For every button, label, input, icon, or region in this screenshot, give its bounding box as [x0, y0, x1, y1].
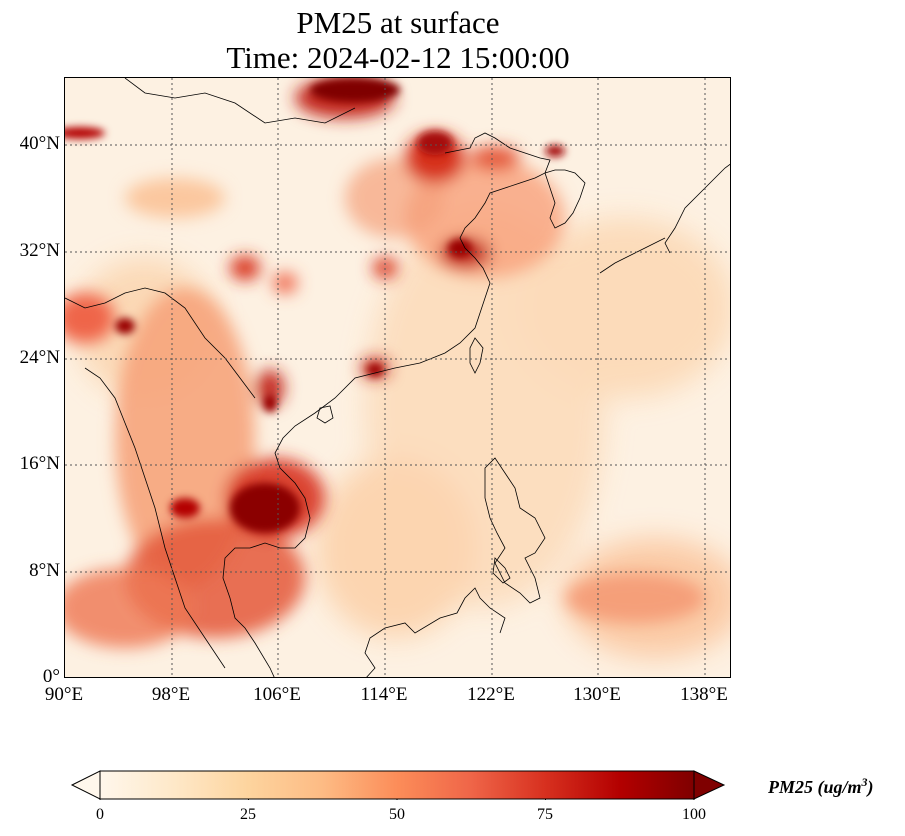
lat-tick-24n: 24°N	[19, 347, 60, 368]
lon-tick-138e: 138°E	[680, 684, 728, 705]
colorbar-max-extend	[693, 770, 726, 800]
colorbar-tick-50: 50	[389, 806, 405, 823]
colorbar-tick-100: 100	[682, 806, 706, 823]
lat-tick-40n: 40°N	[19, 133, 60, 154]
colorbar-tick-75: 75	[537, 806, 553, 823]
colorbar-tick-0: 0	[96, 806, 104, 823]
colorbar-label-sup: 3	[861, 775, 868, 789]
colorbar	[70, 770, 726, 805]
lon-tick-130e: 130°E	[573, 684, 621, 705]
coastlines	[65, 78, 730, 677]
colorbar-label-base: PM25 (ug/m	[768, 777, 862, 797]
lon-tick-90e: 90°E	[44, 684, 84, 705]
lat-tick-8n: 8°N	[29, 560, 60, 581]
lon-tick-98e: 98°E	[151, 684, 191, 705]
lon-tick-114e: 114°E	[360, 684, 408, 705]
lat-tick-16n: 16°N	[19, 453, 60, 474]
colorbar-gradient	[99, 770, 695, 800]
lon-tick-122e: 122°E	[467, 684, 515, 705]
lat-tick-32n: 32°N	[19, 240, 60, 261]
map-subtitle: Time: 2024-02-12 15:00:00	[226, 40, 570, 75]
colorbar-label: PM25 (ug/m3)	[768, 775, 874, 798]
colorbar-label-close: )	[867, 777, 874, 797]
colorbar-min-extend	[70, 770, 101, 800]
hotspots	[65, 78, 565, 533]
lat-tick-0: 0°	[42, 666, 60, 687]
pm25-field	[65, 78, 730, 677]
ocean-haze	[75, 208, 730, 658]
colorbar-tick-25: 25	[240, 806, 256, 823]
map-title: PM25 at surface	[296, 5, 500, 40]
pollution-plumes	[65, 78, 705, 648]
gridlines	[65, 78, 730, 677]
lon-tick-106e: 106°E	[253, 684, 301, 705]
pm25-map	[64, 77, 731, 678]
